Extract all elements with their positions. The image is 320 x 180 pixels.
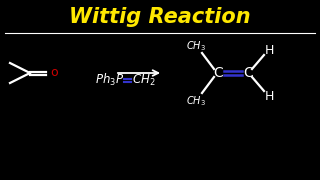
Text: H: H	[264, 89, 274, 102]
Text: C: C	[213, 66, 223, 80]
Text: $Ph_3P$: $Ph_3P$	[95, 72, 124, 88]
Text: $CH_2$: $CH_2$	[132, 72, 156, 87]
Text: $CH_3$: $CH_3$	[186, 94, 206, 108]
Text: o: o	[50, 66, 58, 80]
Text: C: C	[243, 66, 253, 80]
Text: $CH_3$: $CH_3$	[186, 39, 206, 53]
Text: H: H	[264, 44, 274, 57]
Text: Wittig Reaction: Wittig Reaction	[69, 7, 251, 27]
